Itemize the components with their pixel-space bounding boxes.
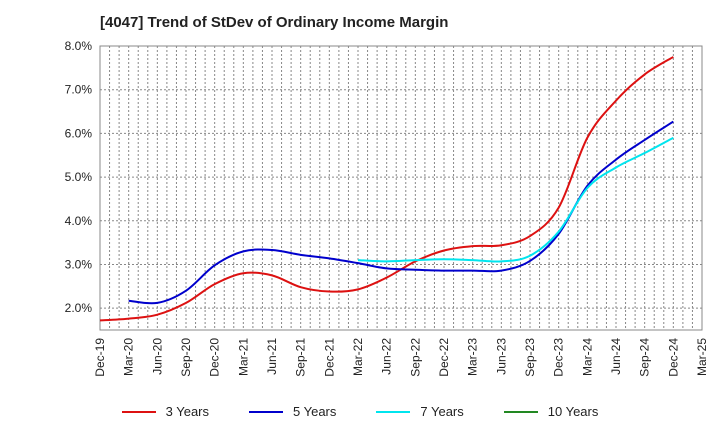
y-tick-label: 7.0%	[65, 83, 93, 97]
legend: 3 Years 5 Years 7 Years 10 Years	[0, 404, 720, 419]
x-tick-label: Jun-24	[609, 338, 623, 375]
x-tick-label: Jun-20	[150, 338, 164, 375]
x-tick-label: Mar-23	[466, 338, 480, 376]
x-tick-label: Mar-24	[580, 338, 594, 376]
legend-item-5-years: 5 Years	[249, 404, 336, 419]
x-tick-label: Sep-21	[294, 338, 308, 377]
x-tick-label: Dec-23	[552, 338, 566, 377]
x-tick-label: Dec-22	[437, 338, 451, 377]
x-tick-label: Dec-19	[93, 338, 107, 377]
legend-label-3-years: 3 Years	[165, 404, 209, 419]
x-tick-label: Dec-20	[208, 338, 222, 377]
series-line-7-years	[357, 136, 674, 263]
legend-swatch-10-years	[503, 410, 538, 413]
x-tick-label: Sep-20	[179, 338, 193, 377]
series-line-3-years	[99, 56, 674, 322]
y-tick-label: 5.0%	[65, 170, 93, 184]
x-tick-label: Mar-20	[122, 338, 136, 376]
y-tick-label: 3.0%	[65, 257, 93, 271]
x-tick-label: Sep-24	[638, 338, 652, 377]
legend-swatch-7-years	[376, 410, 411, 413]
legend-item-10-years: 10 Years	[503, 404, 599, 419]
chart-title: [4047] Trend of StDev of Ordinary Income…	[100, 14, 449, 31]
x-tick-label: Mar-21	[236, 338, 250, 376]
x-tick-label: Mar-25	[695, 338, 709, 376]
legend-item-3-years: 3 Years	[121, 404, 209, 419]
x-tick-label: Jun-21	[265, 338, 279, 375]
grid	[99, 45, 703, 331]
axes: 2.0% 3.0% 4.0% 5.0% 6.0% 7.0% 8.0% Dec-19 Mar-20…	[65, 39, 709, 377]
x-tick-label: Mar-22	[351, 338, 365, 376]
x-tick-label: Dec-24	[666, 338, 680, 377]
legend-label-7-years: 7 Years	[420, 404, 464, 419]
y-tick-label: 8.0%	[65, 39, 93, 53]
y-tick-label: 2.0%	[65, 301, 93, 315]
y-tick-label: 4.0%	[65, 214, 93, 228]
legend-label-10-years: 10 Years	[547, 404, 599, 419]
legend-item-7-years: 7 Years	[376, 404, 464, 419]
y-tick-label: 6.0%	[65, 126, 93, 140]
legend-swatch-3-years	[121, 410, 156, 413]
legend-swatch-5-years	[249, 410, 283, 413]
x-tick-label: Sep-22	[408, 338, 422, 377]
series-lines	[99, 56, 674, 322]
x-tick-label: Jun-22	[380, 338, 394, 375]
x-tick-label: Jun-23	[494, 338, 508, 375]
x-tick-label: Sep-23	[523, 338, 537, 377]
legend-label-5-years: 5 Years	[293, 404, 337, 419]
x-tick-label: Dec-21	[322, 338, 336, 377]
series-line-5-years	[128, 120, 674, 305]
